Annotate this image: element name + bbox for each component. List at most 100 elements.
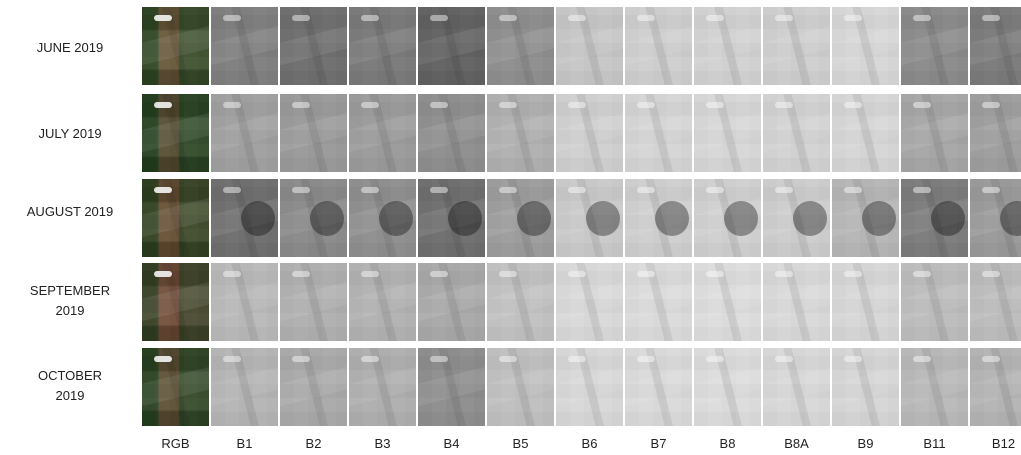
bright-feature [568, 355, 587, 362]
bright-feature [637, 101, 656, 108]
column-label: B11 [923, 436, 946, 451]
band-tile [625, 94, 692, 172]
band-tile [901, 348, 968, 426]
tile-texture [211, 179, 278, 257]
dark-shadow-region [1000, 200, 1021, 236]
dark-shadow-region [241, 200, 275, 236]
dark-shadow-region [586, 200, 620, 236]
band-tile [556, 263, 623, 341]
bright-feature [844, 14, 863, 21]
band-tile [901, 179, 968, 257]
band-tile [142, 348, 209, 426]
band-tile [625, 348, 692, 426]
band-tile [211, 179, 278, 257]
band-tile [625, 7, 692, 85]
tile-texture [556, 94, 623, 172]
bright-feature [430, 186, 449, 193]
band-tile [625, 263, 692, 341]
band-tile [211, 348, 278, 426]
band-tile [763, 94, 830, 172]
band-tile [694, 179, 761, 257]
tile-texture [487, 7, 554, 85]
column-label: B9 [857, 436, 874, 451]
column-label: B6 [581, 436, 598, 451]
row-label-june-2019: JUNE 2019 [0, 38, 140, 58]
tile-texture [211, 263, 278, 341]
bright-feature [913, 270, 932, 277]
tile-texture [142, 263, 209, 341]
bright-feature [223, 186, 242, 193]
row-label-august-2019: AUGUST 2019 [0, 202, 140, 222]
band-tile [487, 179, 554, 257]
band-tile [832, 348, 899, 426]
tile-texture [349, 179, 416, 257]
band-tile [211, 263, 278, 341]
column-label: B5 [512, 436, 529, 451]
tile-texture [625, 179, 692, 257]
row-label-line2: 2019 [55, 303, 85, 318]
bright-feature [637, 355, 656, 362]
bright-feature [292, 101, 311, 108]
tile-texture [694, 348, 761, 426]
bright-feature [706, 270, 725, 277]
band-tile [832, 94, 899, 172]
bright-feature [292, 270, 311, 277]
bright-feature [292, 14, 311, 21]
band-tile [349, 7, 416, 85]
band-tile [349, 94, 416, 172]
tile-texture [280, 7, 347, 85]
bright-feature [223, 14, 242, 21]
bright-feature [844, 270, 863, 277]
dark-shadow-region [862, 200, 896, 236]
bright-feature [499, 101, 518, 108]
column-label: B3 [374, 436, 391, 451]
tile-texture [970, 348, 1021, 426]
bright-feature [913, 186, 932, 193]
tile-texture [763, 94, 830, 172]
band-tile [142, 7, 209, 85]
bright-feature [499, 270, 518, 277]
tile-texture [487, 348, 554, 426]
bright-feature [775, 270, 794, 277]
band-tile [418, 263, 485, 341]
band-tile [970, 263, 1021, 341]
column-label: B1 [236, 436, 253, 451]
dark-shadow-region [310, 200, 344, 236]
band-tile [280, 94, 347, 172]
bright-feature [775, 101, 794, 108]
bright-feature [361, 101, 380, 108]
band-tile [832, 7, 899, 85]
bright-feature [706, 14, 725, 21]
tile-texture [625, 7, 692, 85]
band-tile [211, 7, 278, 85]
column-label: RGB [161, 436, 190, 451]
dark-shadow-region [448, 200, 482, 236]
bright-feature [913, 355, 932, 362]
bright-feature [499, 355, 518, 362]
band-tile [418, 348, 485, 426]
column-label: B4 [443, 436, 460, 451]
bright-feature [154, 14, 173, 21]
tile-texture [556, 7, 623, 85]
bright-feature [430, 355, 449, 362]
band-tile [280, 179, 347, 257]
bright-feature [154, 101, 173, 108]
tile-texture [349, 94, 416, 172]
band-tile [763, 179, 830, 257]
tile-texture [763, 348, 830, 426]
bright-feature [361, 270, 380, 277]
bright-feature [223, 270, 242, 277]
tile-texture [487, 94, 554, 172]
tile-texture [487, 263, 554, 341]
band-tile [418, 7, 485, 85]
tile-texture [211, 94, 278, 172]
tile-texture [349, 348, 416, 426]
tile-texture [418, 179, 485, 257]
tile-texture [901, 94, 968, 172]
bright-feature [292, 186, 311, 193]
bright-feature [637, 270, 656, 277]
tile-texture [970, 179, 1021, 257]
bright-feature [775, 14, 794, 21]
tile-texture [901, 348, 968, 426]
bright-feature [154, 186, 173, 193]
